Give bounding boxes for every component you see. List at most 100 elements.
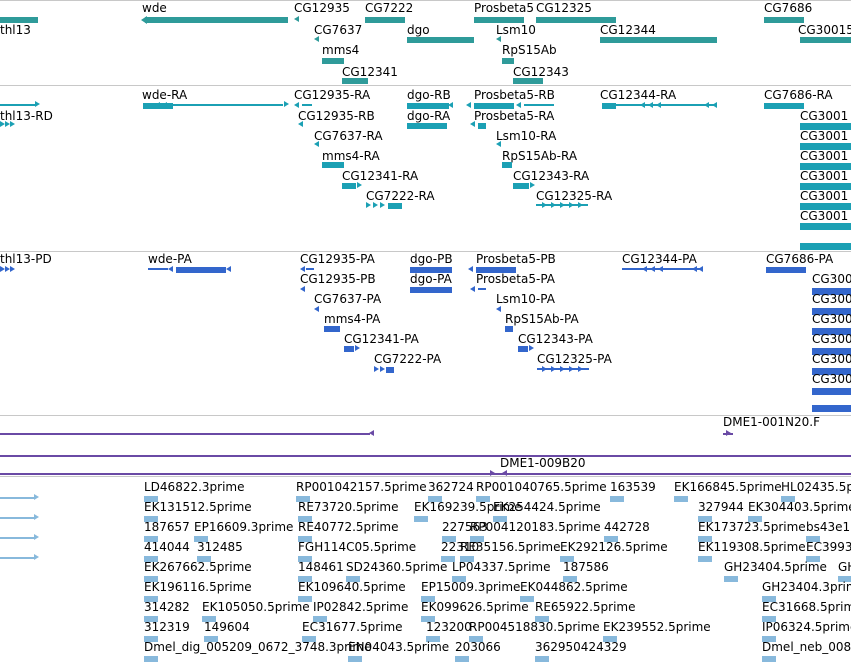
- feature-label[interactable]: CG300: [812, 312, 851, 326]
- est-label[interactable]: 123200: [426, 620, 472, 634]
- est-feature[interactable]: [476, 496, 490, 502]
- est-feature[interactable]: [762, 616, 776, 622]
- feature-label[interactable]: CG12341: [342, 65, 398, 79]
- est-feature[interactable]: [493, 516, 507, 522]
- feature-glyph[interactable]: [505, 326, 513, 332]
- est-feature[interactable]: [460, 556, 474, 562]
- est-feature[interactable]: [144, 516, 158, 522]
- feature-label[interactable]: thl13-RD: [0, 109, 53, 123]
- feature-glyph[interactable]: [145, 17, 288, 23]
- feature-label[interactable]: CG12343-PA: [518, 332, 593, 346]
- feature-label[interactable]: CG300: [812, 352, 851, 366]
- feature-label[interactable]: mms4-RA: [322, 149, 380, 163]
- est-label[interactable]: 187586: [563, 560, 609, 574]
- feature-label[interactable]: CG3001: [800, 149, 849, 163]
- est-feature[interactable]: [560, 556, 574, 562]
- est-label[interactable]: EK166845.5prime: [674, 480, 782, 494]
- est-feature[interactable]: [674, 496, 688, 502]
- est-feature[interactable]: [298, 556, 312, 562]
- est-feature[interactable]: [197, 556, 211, 562]
- feature-glyph[interactable]: [812, 368, 851, 375]
- feature-label[interactable]: thl13: [0, 23, 31, 37]
- est-feature[interactable]: [520, 596, 534, 602]
- est-label[interactable]: bs43e1: [806, 520, 851, 534]
- est-label[interactable]: EK119308.5prime: [698, 540, 806, 554]
- est-feature[interactable]: [144, 536, 158, 542]
- feature-label[interactable]: CG12935-PA: [300, 252, 375, 266]
- feature-label[interactable]: dgo-PB: [410, 252, 453, 266]
- est-feature[interactable]: [610, 496, 624, 502]
- est-feature[interactable]: [441, 556, 455, 562]
- est-label[interactable]: LP04337.5prime: [452, 560, 551, 574]
- est-label[interactable]: 312319: [144, 620, 190, 634]
- est-feature[interactable]: [144, 616, 158, 622]
- est-feature[interactable]: [452, 576, 466, 582]
- feature-glyph[interactable]: [388, 203, 402, 209]
- feature-label[interactable]: CG7637: [314, 23, 363, 37]
- est-feature[interactable]: [762, 636, 776, 642]
- feature-label[interactable]: CG12325: [536, 1, 592, 15]
- clone-feature[interactable]: [0, 473, 851, 475]
- feature-label[interactable]: CG7222-PA: [374, 352, 442, 366]
- feature-label[interactable]: mms4: [322, 43, 360, 57]
- est-label[interactable]: EC3993: [806, 540, 851, 554]
- est-label[interactable]: RP001042157.5prime: [296, 480, 427, 494]
- est-feature[interactable]: [0, 517, 34, 519]
- feature-label[interactable]: dgo-RB: [407, 88, 451, 102]
- feature-glyph[interactable]: [407, 123, 447, 129]
- feature-label[interactable]: CG12935-PB: [300, 272, 376, 286]
- est-label[interactable]: 163539: [610, 480, 656, 494]
- est-feature[interactable]: [762, 596, 776, 602]
- est-feature[interactable]: [298, 596, 312, 602]
- est-feature[interactable]: [202, 616, 216, 622]
- feature-glyph[interactable]: [764, 103, 804, 109]
- est-feature[interactable]: [603, 636, 617, 642]
- feature-glyph[interactable]: [800, 123, 851, 130]
- est-label[interactable]: 203066: [455, 640, 501, 654]
- feature-glyph[interactable]: [800, 223, 851, 230]
- feature-glyph[interactable]: [148, 268, 168, 270]
- feature-glyph[interactable]: [344, 346, 354, 352]
- est-feature[interactable]: [838, 576, 851, 582]
- est-feature[interactable]: [0, 497, 34, 499]
- feature-label[interactable]: CG12343: [513, 65, 569, 79]
- feature-glyph[interactable]: [478, 123, 486, 129]
- est-feature[interactable]: [313, 616, 327, 622]
- est-label[interactable]: EK196116.5prime: [144, 580, 252, 594]
- est-label[interactable]: IP06324.5prime: [762, 620, 851, 634]
- est-feature[interactable]: [762, 656, 776, 662]
- feature-glyph[interactable]: [513, 78, 543, 84]
- est-label[interactable]: RP001040765.5prime: [476, 480, 607, 494]
- feature-glyph[interactable]: [502, 162, 512, 168]
- est-feature[interactable]: [298, 576, 312, 582]
- feature-label[interactable]: CG12325-PA: [537, 352, 612, 366]
- feature-label[interactable]: DME1-001N20.F: [723, 415, 821, 429]
- feature-label[interactable]: wde-PA: [148, 252, 192, 266]
- feature-glyph[interactable]: [474, 103, 514, 109]
- feature-glyph[interactable]: [302, 104, 312, 106]
- est-label[interactable]: 149604: [204, 620, 250, 634]
- est-label[interactable]: EK044862.5prime: [520, 580, 628, 594]
- feature-glyph[interactable]: [324, 326, 340, 332]
- feature-label[interactable]: RpS15Ab-RA: [502, 149, 578, 163]
- est-label[interactable]: RP004518830.5prime: [469, 620, 600, 634]
- est-label[interactable]: EN04043.5prime: [348, 640, 450, 654]
- est-label[interactable]: Dmel_dig_005209_0672_3748.3prime: [144, 640, 372, 654]
- est-label[interactable]: EC31677.5prime: [302, 620, 403, 634]
- feature-label[interactable]: thl13-PD: [0, 252, 52, 266]
- clone-feature[interactable]: [0, 455, 851, 457]
- est-label[interactable]: GH: [838, 560, 851, 574]
- feature-label[interactable]: CG7686-RA: [764, 88, 833, 102]
- feature-label[interactable]: CG12935: [294, 1, 350, 15]
- feature-label[interactable]: CG3001: [800, 169, 849, 183]
- est-feature[interactable]: [144, 496, 158, 502]
- est-label[interactable]: GH23404.3prime: [762, 580, 851, 594]
- est-feature[interactable]: [442, 536, 456, 542]
- feature-glyph[interactable]: [502, 58, 514, 64]
- feature-label[interactable]: Prosbeta5-PB: [476, 252, 556, 266]
- est-feature[interactable]: [698, 516, 712, 522]
- est-label[interactable]: EK109640.5prime: [298, 580, 406, 594]
- feature-label[interactable]: CG12344-RA: [600, 88, 677, 102]
- feature-label[interactable]: RpS15Ab-PA: [505, 312, 579, 326]
- feature-glyph[interactable]: [800, 143, 851, 150]
